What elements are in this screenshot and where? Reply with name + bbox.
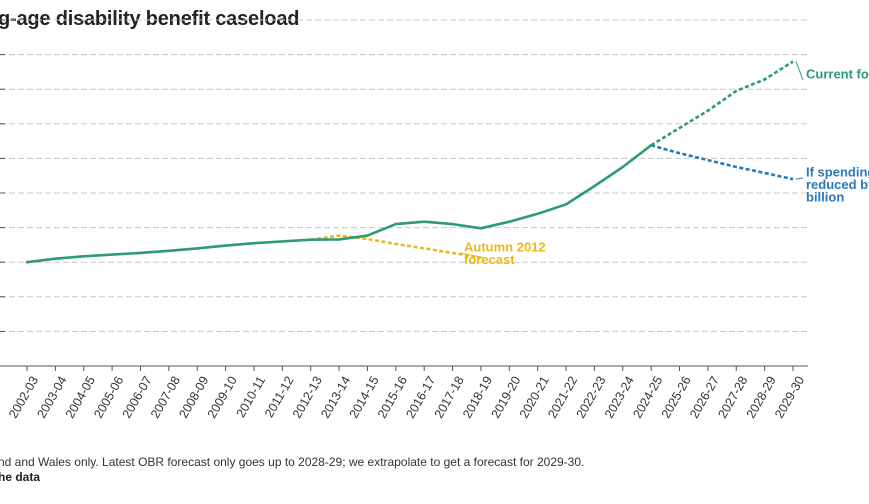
annotation-label-spending_reduced: If spending — [806, 164, 869, 179]
annotation-label-autumn_2012: forecast — [464, 252, 515, 267]
series-line-actual — [25, 144, 653, 264]
series-line-spending_reduced — [650, 144, 794, 181]
footnote: nd and Wales only. Latest OBR forecast o… — [0, 455, 585, 469]
annotation-label-current_forecast: Current for — [806, 66, 869, 81]
x-axis: 2002-032003-042004-052005-062006-072007-… — [0, 365, 808, 421]
annotation-label-autumn_2012: Autumn 2012 — [464, 239, 546, 254]
annotation-label-spending_reduced: billion — [806, 189, 844, 204]
annotation-label-spending_reduced: reduced by — [806, 177, 869, 192]
annotation-leader-spending_reduced — [795, 177, 804, 180]
annotation-leader-autumn_2012 — [460, 252, 485, 259]
chart-title: g-age disability benefit caseload — [0, 8, 300, 30]
gridlines — [0, 19, 808, 332]
series-lines — [25, 60, 794, 264]
annotation-leader-current_forecast — [795, 61, 804, 81]
get-data-link[interactable]: he data — [0, 470, 41, 484]
series-line-autumn_2012 — [310, 234, 482, 259]
series-line-current_forecast — [650, 60, 794, 147]
